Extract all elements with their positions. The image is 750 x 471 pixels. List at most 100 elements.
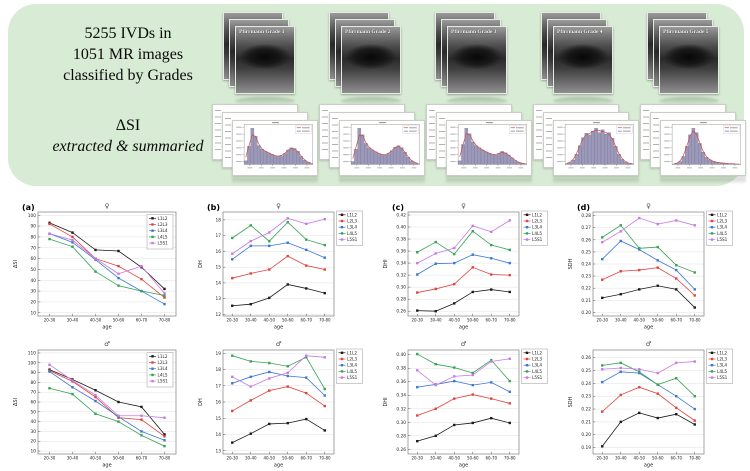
svg-text:0.26: 0.26 [581, 237, 591, 243]
reflection [235, 97, 295, 105]
histogram-stack-grade-4 [533, 104, 641, 184]
svg-text:0.42: 0.42 [396, 213, 406, 219]
svg-text:20: 20 [31, 299, 37, 305]
svg-text:L1L2: L1L2 [158, 216, 168, 221]
mri-image: Pfirrmann Grade 5 [659, 26, 719, 94]
svg-text:(a): (a) [22, 203, 35, 212]
svg-text:L1L2: L1L2 [717, 350, 727, 355]
svg-text:15: 15 [216, 416, 222, 422]
svg-text:40: 40 [31, 419, 37, 425]
histogram-panel [446, 120, 532, 176]
pfirrmann-grade-label: Pfirrmann Grade 2 [345, 29, 391, 35]
mri-stack-grade-2: Pfirrmann Grade 2 [329, 12, 413, 108]
svg-text:L1L2: L1L2 [347, 350, 357, 355]
reflection [659, 97, 719, 105]
chart-delta-si-male: 10 20 30 40 50 60 70 80 90 100 110 20-30 30-40 40-50 5… [13, 340, 177, 469]
svg-text:70-80: 70-80 [159, 318, 171, 323]
svg-text:0.32: 0.32 [396, 273, 406, 279]
svg-text:50-60: 50-60 [652, 318, 664, 323]
svg-text:(c): (c) [392, 203, 404, 212]
svg-text:♂: ♂ [276, 340, 282, 348]
dataset-line-1: 5255 IVDs in [84, 25, 172, 42]
svg-text:DH: DH [198, 260, 204, 268]
svg-text:L3L4: L3L4 [532, 225, 542, 230]
svg-text:0.34: 0.34 [396, 261, 406, 267]
svg-text:30-40: 30-40 [67, 456, 79, 461]
svg-text:ΔSI: ΔSI [13, 398, 19, 406]
chart-dhi-male: 0.26 0.28 0.30 0.32 0.34 0.36 0.38 0.40 20-30 30-… [383, 340, 548, 469]
svg-text:40-50: 40-50 [448, 318, 460, 323]
svg-text:60-70: 60-70 [300, 318, 312, 323]
reflection [553, 178, 639, 184]
chart-dh-male: 13 14 15 16 17 18 19 20-30 30-40 40-50 50-60 60-70 7… [198, 340, 363, 469]
svg-text:50-60: 50-60 [282, 456, 294, 461]
svg-text:30-40: 30-40 [615, 318, 627, 323]
chart-dh-female: 12 13 14 15 16 17 18 20-30 30-40 40-50 50-60 60-70 7… [198, 202, 363, 331]
svg-text:16: 16 [216, 400, 222, 406]
svg-text:40-50: 40-50 [90, 318, 102, 323]
mri-stack-grade-5: Pfirrmann Grade 5 [647, 12, 731, 108]
svg-text:0.28: 0.28 [581, 213, 591, 219]
svg-text:♀: ♀ [105, 202, 110, 210]
svg-text:0.21: 0.21 [581, 298, 591, 304]
svg-text:age: age [274, 463, 283, 469]
svg-text:60-70: 60-70 [300, 456, 312, 461]
svg-text:10: 10 [31, 449, 37, 455]
svg-text:L3L4: L3L4 [158, 366, 168, 371]
svg-text:60-70: 60-70 [670, 456, 682, 461]
svg-text:30-40: 30-40 [430, 456, 442, 461]
svg-text:0.28: 0.28 [396, 433, 406, 439]
mri-stack-grade-4: Pfirrmann Grade 4 [541, 12, 625, 108]
svg-text:L3L4: L3L4 [347, 225, 357, 230]
svg-text:0.27: 0.27 [581, 225, 591, 231]
svg-text:50-60: 50-60 [467, 318, 479, 323]
svg-text:50-60: 50-60 [652, 456, 664, 461]
svg-text:L1L2: L1L2 [347, 212, 357, 217]
svg-text:L3L4: L3L4 [347, 363, 357, 368]
chart-dhi-female: 0.26 0.28 0.30 0.32 0.34 0.36 0.38 0.40 0.42 20-3… [383, 202, 548, 331]
pfirrmann-grade-label: Pfirrmann Grade 3 [451, 29, 497, 35]
svg-text:♀: ♀ [276, 202, 281, 210]
reflection [341, 97, 401, 105]
pfirrmann-grade-label: Pfirrmann Grade 5 [663, 29, 709, 35]
svg-text:20-30: 20-30 [411, 456, 423, 461]
svg-text:0.20: 0.20 [581, 310, 591, 316]
svg-text:14: 14 [216, 280, 222, 286]
svg-text:age: age [274, 325, 283, 331]
chart-sdh-male: 0.19 0.20 0.21 0.22 0.23 0.24 0.25 0.26 20-30 30-… [568, 340, 733, 469]
svg-text:0.28: 0.28 [396, 297, 406, 303]
svg-text:60-70: 60-70 [136, 456, 148, 461]
svg-text:20-30: 20-30 [596, 318, 608, 323]
svg-text:L2L3: L2L3 [158, 360, 168, 365]
svg-text:0.24: 0.24 [581, 381, 591, 387]
reflection [232, 178, 318, 184]
svg-text:0.22: 0.22 [581, 407, 591, 413]
svg-text:L2L3: L2L3 [158, 222, 168, 227]
svg-text:age: age [459, 463, 468, 469]
svg-text:30-40: 30-40 [245, 456, 257, 461]
svg-text:17: 17 [216, 233, 222, 239]
svg-text:20-30: 20-30 [411, 318, 423, 323]
svg-text:L3L4: L3L4 [158, 228, 168, 233]
svg-text:50-60: 50-60 [113, 456, 125, 461]
svg-text:0.25: 0.25 [581, 249, 591, 255]
delta-si-histogram-grade-5 [664, 121, 741, 169]
svg-text:50-60: 50-60 [467, 456, 479, 461]
svg-text:20: 20 [31, 439, 37, 445]
svg-text:18: 18 [216, 217, 222, 223]
svg-text:(d): (d) [577, 203, 590, 212]
svg-text:age: age [459, 325, 468, 331]
svg-text:20-30: 20-30 [44, 318, 56, 323]
svg-text:L4L5: L4L5 [717, 369, 727, 374]
svg-text:30-40: 30-40 [615, 456, 627, 461]
svg-text:70-80: 70-80 [504, 318, 516, 323]
delta-si-subtitle: extracted & summaried [52, 137, 204, 155]
svg-text:14: 14 [216, 432, 222, 438]
mri-image: Pfirrmann Grade 2 [341, 26, 401, 94]
svg-text:L5S1: L5S1 [158, 379, 169, 384]
svg-text:0.26: 0.26 [581, 355, 591, 361]
svg-text:L5S1: L5S1 [347, 375, 358, 380]
svg-text:15: 15 [216, 265, 222, 271]
svg-text:80: 80 [31, 380, 37, 386]
svg-text:60-70: 60-70 [485, 318, 497, 323]
